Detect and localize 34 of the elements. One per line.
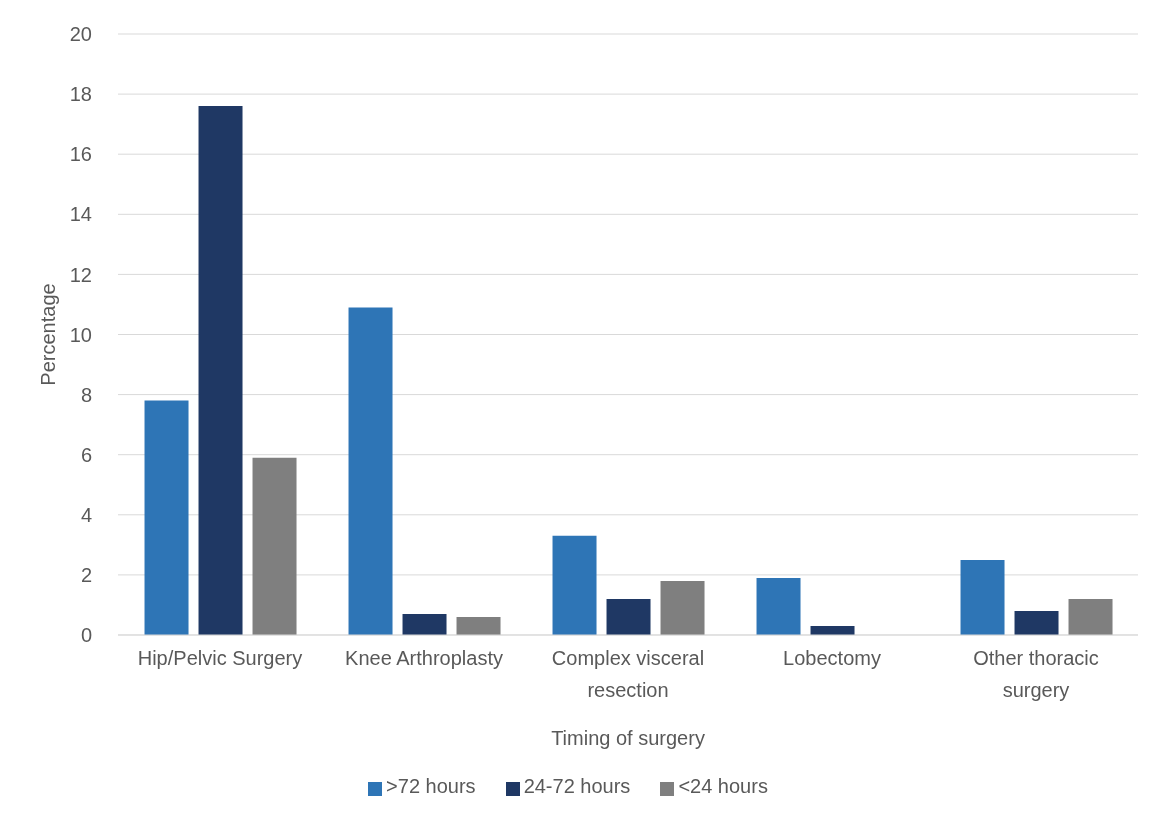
bar: [1014, 610, 1059, 635]
bar: [198, 106, 243, 635]
y-tick-label: 20: [69, 23, 92, 46]
bar: [756, 577, 801, 635]
bar: [960, 559, 1005, 635]
x-tick-label: Lobectomy: [783, 647, 881, 669]
bar: [402, 613, 447, 635]
bar: [1068, 598, 1113, 635]
bar: [252, 457, 297, 635]
bar: [606, 598, 651, 635]
y-tick-label: 12: [69, 263, 92, 286]
bar: [144, 400, 189, 635]
y-axis-title: Percentage: [37, 283, 60, 386]
legend-label: 24-72 hours: [523, 775, 631, 797]
x-tick-label: Knee Arthroplasty: [345, 647, 503, 669]
y-tick-label: 14: [69, 203, 92, 226]
x-tick-label: Other thoracic surgery: [973, 647, 1099, 701]
bar: [456, 616, 501, 635]
x-tick-label: Complex visceral resection: [551, 647, 705, 701]
bar: [552, 535, 597, 635]
y-tick-label: 8: [80, 383, 92, 406]
x-axis-title: Timing of surgery: [551, 727, 705, 749]
y-tick-label: 4: [80, 503, 92, 526]
y-tick-label: 10: [69, 323, 92, 346]
y-tick-label: 2: [80, 564, 92, 586]
legend-label: <24 hours: [678, 775, 768, 797]
y-tick-label: 0: [80, 624, 92, 647]
bar: [348, 307, 393, 635]
y-tick-label: 18: [69, 83, 92, 106]
legend-label: >72 hours: [386, 775, 476, 797]
y-tick-label: 16: [69, 143, 92, 166]
x-tick-label: Hip/Pelvic Surgery: [137, 647, 303, 669]
bar: [660, 580, 705, 635]
y-tick-label: 6: [80, 443, 92, 466]
